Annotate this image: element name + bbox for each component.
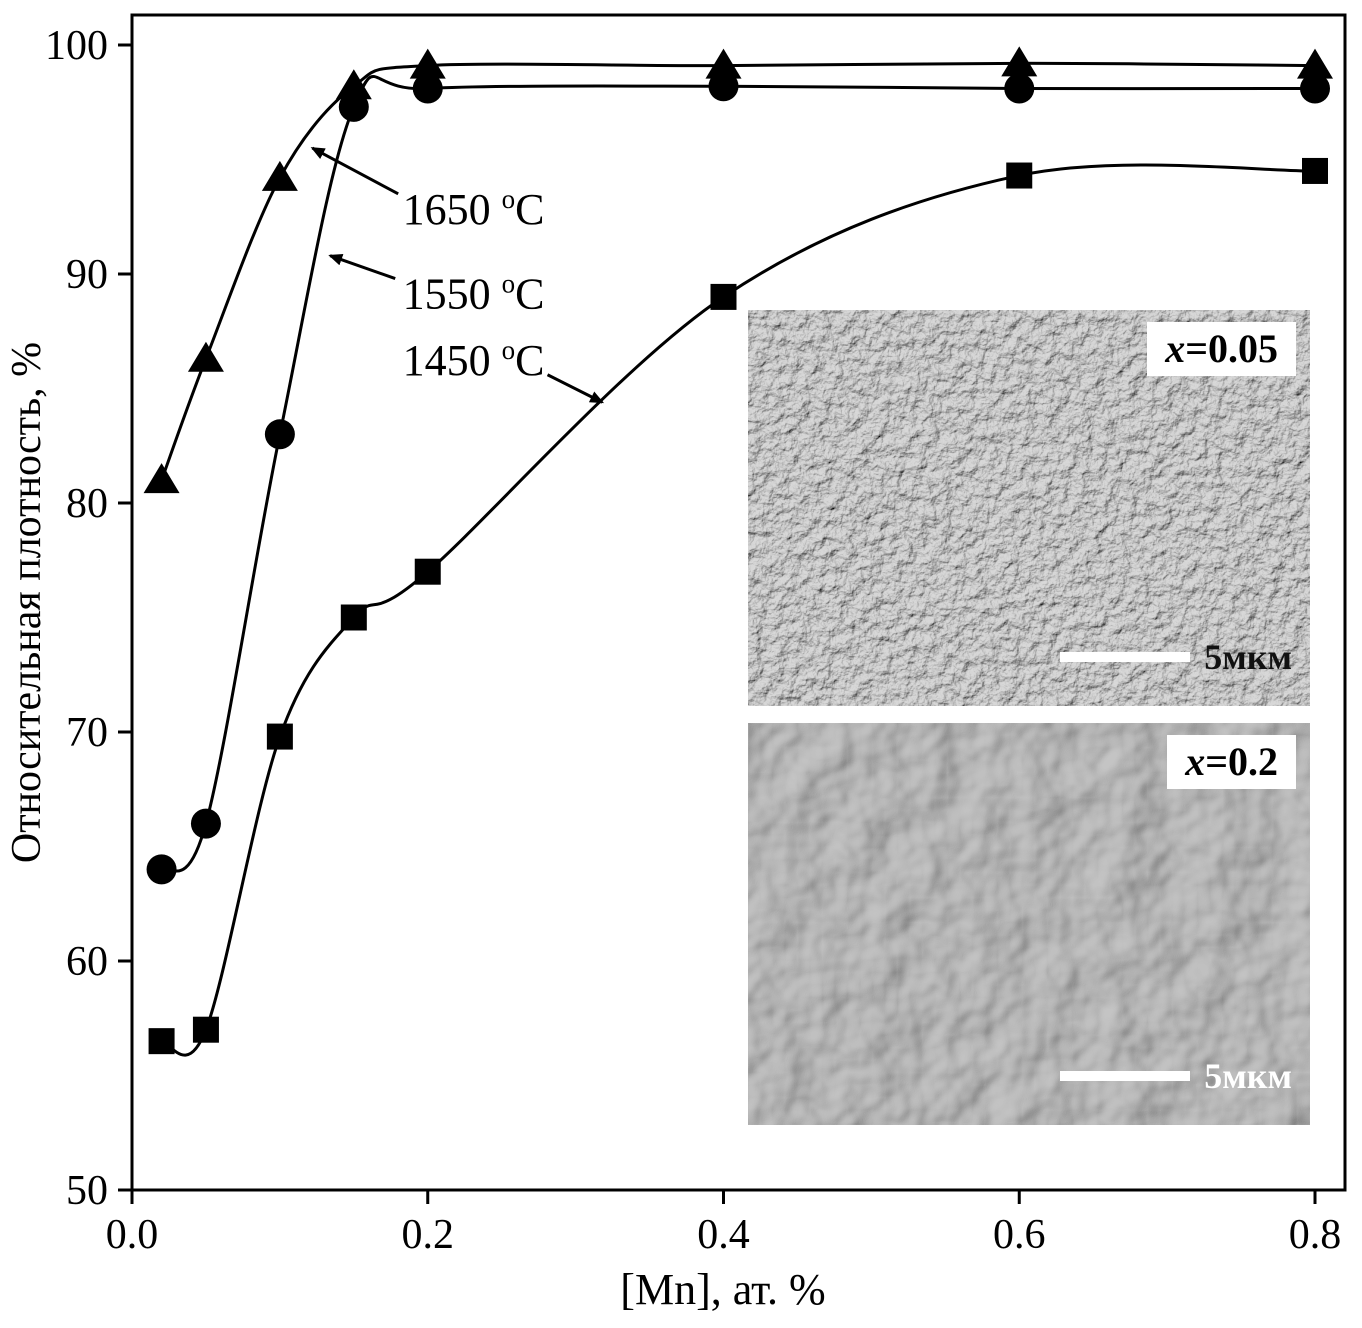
marker-triangle <box>143 463 180 494</box>
scale-bar-label: 5мкм <box>1204 637 1292 677</box>
inset-composition-label: x=0.05 <box>1147 322 1296 376</box>
y-tick-label: 70 <box>66 710 108 756</box>
marker-circle <box>708 71 739 102</box>
marker-square <box>1006 162 1033 189</box>
x-tick-label: 0.6 <box>993 1212 1046 1258</box>
plot-box <box>130 13 1347 1192</box>
x-tick-label: 0.4 <box>697 1212 750 1258</box>
composition-value: =0.2 <box>1205 739 1278 784</box>
composition-value: =0.05 <box>1185 326 1278 371</box>
sem-inset-x005: x=0.05 5мкм <box>748 310 1310 706</box>
marker-square <box>710 283 737 310</box>
marker-circle <box>1300 73 1330 104</box>
annotation-arrow <box>328 254 396 280</box>
annotation-1650C: 1650 oC <box>310 146 545 234</box>
marker-circle <box>190 808 221 839</box>
annotation-arrow <box>546 373 605 404</box>
sem-inset-x02: x=0.2 5мкм <box>748 723 1310 1125</box>
scale-bar-label: 5мкм <box>1204 1056 1292 1096</box>
marker-triangle <box>1297 48 1333 79</box>
scale-bar: 5мкм <box>1060 636 1292 678</box>
annotation-arrow <box>310 146 399 196</box>
x-axis: 0.0 0.2 0.4 0.6 0.8 <box>106 1190 1342 1258</box>
marker-square <box>340 604 367 631</box>
x-tick-label: 0.8 <box>1289 1212 1342 1258</box>
y-axis: 50 60 70 80 90 100 <box>45 23 132 1214</box>
marker-triangle <box>705 48 742 79</box>
series-1450-markers <box>148 157 1328 1055</box>
marker-square <box>148 1028 175 1055</box>
y-tick-label: 60 <box>66 939 108 985</box>
series-1550-line <box>160 75 1316 873</box>
y-axis-title: Относительная плотность, % <box>4 342 50 863</box>
marker-triangle <box>261 160 298 191</box>
marker-circle <box>264 419 295 450</box>
marker-circle <box>338 91 369 122</box>
marker-square <box>266 723 293 750</box>
marker-square <box>192 1016 219 1043</box>
annotation-label: 1450 oC <box>403 335 545 385</box>
marker-square <box>1302 157 1328 184</box>
annotation-label: 1550 oC <box>403 269 545 319</box>
x-tick-label: 0.0 <box>106 1212 159 1258</box>
inset-composition-label: x=0.2 <box>1167 735 1296 789</box>
marker-triangle <box>1001 46 1038 77</box>
sem-micrograph-porous-icon <box>748 310 1310 706</box>
scale-bar-line <box>1060 652 1191 662</box>
annotation-1450C: 1450 oC <box>403 335 605 404</box>
marker-circle <box>412 73 443 104</box>
y-tick-label: 90 <box>66 252 108 298</box>
composition-variable: x <box>1165 326 1186 371</box>
y-tick-label: 80 <box>66 481 108 527</box>
series-1650-markers <box>143 46 1333 494</box>
series-1550-markers <box>146 71 1330 885</box>
sem-micrograph-grains-icon <box>748 723 1310 1125</box>
marker-triangle <box>335 69 372 100</box>
x-tick-label: 0.2 <box>402 1212 455 1258</box>
marker-square <box>414 558 441 585</box>
annotation-1550C: 1550 oC <box>328 254 545 319</box>
y-tick-label: 100 <box>45 23 108 69</box>
scale-bar: 5мкм <box>1060 1055 1292 1097</box>
annotation-label: 1650 oC <box>403 184 545 234</box>
marker-circle <box>146 854 177 885</box>
scale-bar-line <box>1060 1071 1191 1081</box>
marker-triangle <box>409 48 446 79</box>
marker-triangle <box>187 341 224 372</box>
marker-circle <box>1004 73 1035 104</box>
y-tick-label: 50 <box>66 1168 108 1214</box>
x-axis-title: [Mn], ат. % <box>620 1265 825 1314</box>
composition-variable: x <box>1185 739 1206 784</box>
